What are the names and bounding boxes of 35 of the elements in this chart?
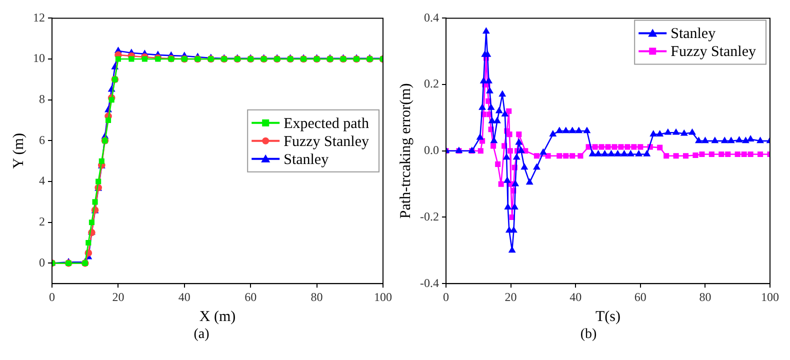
x-tick-label: 20	[112, 290, 124, 304]
y-tick-label: 6	[39, 132, 45, 147]
x-tick-label: 80	[310, 290, 323, 304]
y-tick-label: 4	[39, 174, 45, 188]
x-axis-title: X (m)	[199, 308, 236, 325]
y-tick-label: 0.4	[424, 10, 439, 24]
x-tick-label: 40	[570, 290, 582, 304]
x-tick-label: 80	[699, 290, 712, 304]
y-tick-label: -0.2	[420, 209, 439, 224]
y-tick-label: -0.4	[420, 276, 439, 290]
legend-label: Fuzzy Stanley	[284, 134, 370, 150]
legend-label: Stanley	[284, 152, 330, 168]
y-tick-label: 10	[33, 51, 45, 66]
y-axis-title: Path-trcaking error(m)	[398, 83, 414, 219]
x-tick-label: 60	[634, 290, 646, 304]
y-tick-label: 0.0	[424, 143, 439, 158]
y-tick-label: 0.2	[424, 76, 439, 91]
x-axis-title: T(s)	[596, 308, 620, 325]
x-tick-label: 60	[244, 290, 257, 304]
y-axis-title: Y (m)	[10, 133, 27, 169]
legend-label: Fuzzy Stanley	[670, 44, 756, 60]
x-tick-label: 0	[442, 290, 449, 304]
y-tick-label: 12	[33, 10, 45, 24]
x-tick-label: 100	[374, 290, 392, 304]
x-tick-label: 100	[761, 290, 779, 304]
text: (b)	[580, 326, 597, 344]
legend-label: Expected path	[284, 116, 370, 132]
legend-label: Stanley	[670, 26, 716, 42]
text: (a)	[194, 326, 210, 344]
y-tick-label: 8	[39, 92, 45, 106]
x-tick-label: 20	[504, 290, 517, 304]
y-tick-label: 0	[39, 255, 45, 270]
x-tick-label: 40	[178, 290, 190, 304]
y-tick-label: 2	[39, 214, 45, 229]
x-tick-label: 0	[49, 290, 55, 304]
